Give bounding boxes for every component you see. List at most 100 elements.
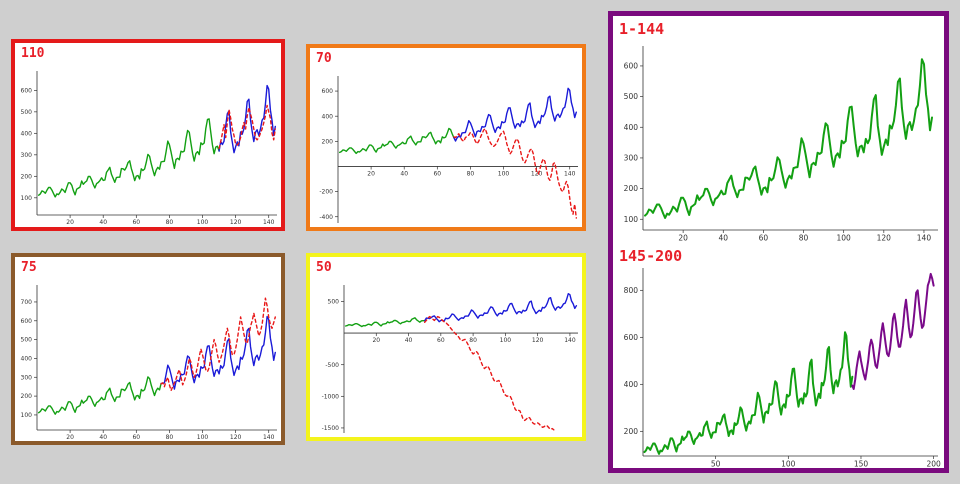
x-tick-label: 120 — [531, 170, 543, 177]
y-tick-label: 500 — [328, 299, 340, 306]
y-tick-label: -500 — [325, 362, 339, 369]
chart-75: 20 40 60 80 100 120 140 100 200 300 400 500 600 700 — [21, 285, 277, 441]
y-tick-label: 200 — [21, 393, 33, 400]
y-tick-label: 400 — [21, 356, 33, 363]
x-tick-label: 20 — [372, 337, 380, 344]
series-prediction — [218, 104, 276, 150]
y-tick-label: 600 — [624, 333, 639, 342]
x-tick-label: 80 — [469, 337, 477, 344]
x-tick-label: 80 — [166, 219, 174, 226]
y-tick-label: 400 — [21, 130, 33, 137]
y-tick-label: 500 — [21, 337, 33, 344]
y-tick-label: 500 — [624, 92, 639, 101]
x-tick-label: 100 — [197, 434, 209, 441]
y-tick-label: 100 — [21, 195, 33, 202]
y-tick-label: -1500 — [322, 425, 340, 432]
y-tick-label: 400 — [624, 380, 639, 389]
y-tick-label: 300 — [624, 154, 639, 163]
series-forecast_extension — [851, 272, 935, 390]
panel-75: 20 40 60 80 100 120 140 100 200 300 400 500 600 700 7… — [11, 253, 285, 445]
y-tick-label: 100 — [624, 215, 639, 224]
x-tick-label: 60 — [132, 434, 140, 441]
x-tick-label: 40 — [405, 337, 413, 344]
y-tick-label: 600 — [21, 87, 33, 94]
y-tick-label: -400 — [319, 214, 333, 221]
y-tick-label: 100 — [21, 412, 33, 419]
x-tick-label: 20 — [678, 234, 688, 243]
x-tick-label: 150 — [854, 460, 869, 469]
series-known — [344, 317, 426, 328]
panel-title: 70 — [316, 51, 332, 66]
panel-title: 110 — [21, 46, 45, 61]
x-tick-label: 140 — [564, 337, 576, 344]
x-tick-label: 100 — [498, 170, 510, 177]
panel-subtitle: 145-200 — [619, 247, 683, 265]
x-tick-label: 100 — [500, 337, 512, 344]
x-tick-label: 120 — [230, 219, 242, 226]
y-tick-label: 200 — [21, 173, 33, 180]
series-known — [643, 331, 854, 455]
panel-70: 20 40 60 80 100 120 140 -400 -200 200 400 600 70 — [306, 44, 586, 231]
x-tick-label: 80 — [166, 434, 174, 441]
x-tick-label: 200 — [926, 460, 941, 469]
x-tick-label: 40 — [718, 234, 728, 243]
y-tick-label: 700 — [21, 299, 33, 306]
series-actual — [160, 315, 276, 390]
x-tick-label: 140 — [263, 219, 275, 226]
panel-big: 20 40 60 80 100 120 140 100 200 300 400 500 600 50 10… — [608, 11, 949, 473]
chart-50: 20 40 60 80 100 120 140 -1500 -1000 -500 500 — [322, 285, 578, 433]
series-known — [644, 58, 933, 219]
panel-title: 50 — [316, 260, 332, 275]
y-tick-label: 300 — [21, 152, 33, 159]
panel-title: 75 — [21, 260, 37, 275]
x-tick-label: 60 — [132, 219, 140, 226]
chart-145-200: 50 100 150 200 200 400 600 800 — [624, 268, 941, 469]
x-tick-label: 50 — [711, 460, 721, 469]
y-tick-label: 200 — [624, 427, 639, 436]
x-tick-label: 20 — [66, 434, 74, 441]
y-tick-label: 600 — [322, 88, 334, 95]
x-tick-label: 80 — [799, 234, 809, 243]
y-tick-label: 400 — [322, 113, 334, 120]
series-prediction — [424, 315, 555, 431]
y-tick-label: -1000 — [322, 393, 340, 400]
x-tick-label: 120 — [877, 234, 892, 243]
y-tick-label: 200 — [624, 184, 639, 193]
x-tick-label: 20 — [367, 170, 375, 177]
series-known — [38, 376, 162, 415]
series-known — [38, 118, 220, 198]
y-tick-label: 200 — [322, 138, 334, 145]
x-tick-label: 40 — [400, 170, 408, 177]
series-prediction — [160, 297, 276, 392]
x-tick-label: 120 — [230, 434, 242, 441]
x-tick-label: 40 — [99, 219, 107, 226]
y-tick-label: 300 — [21, 374, 33, 381]
x-tick-label: 100 — [837, 234, 852, 243]
panel-110: 20 40 60 80 100 120 140 100 200 300 400 500 600 110 — [11, 39, 285, 231]
y-tick-label: -200 — [319, 189, 333, 196]
x-tick-label: 20 — [66, 219, 74, 226]
series-known — [339, 127, 455, 155]
x-tick-label: 80 — [467, 170, 475, 177]
series-actual — [424, 293, 578, 323]
chart-110: 20 40 60 80 100 120 140 100 200 300 400 500 600 — [21, 71, 277, 226]
x-tick-label: 60 — [437, 337, 445, 344]
x-tick-label: 140 — [917, 234, 932, 243]
y-tick-label: 400 — [624, 123, 639, 132]
panel-50: 20 40 60 80 100 120 140 -1500 -1000 -500 500 50 — [306, 253, 586, 441]
y-tick-label: 600 — [21, 318, 33, 325]
x-tick-label: 100 — [197, 219, 209, 226]
y-tick-label: 800 — [624, 286, 639, 295]
x-tick-label: 120 — [532, 337, 544, 344]
series-prediction — [453, 128, 577, 219]
x-tick-label: 140 — [564, 170, 576, 177]
y-tick-label: 500 — [21, 109, 33, 116]
y-tick-label: 600 — [624, 62, 639, 71]
x-tick-label: 60 — [759, 234, 769, 243]
series-actual — [453, 87, 577, 142]
x-tick-label: 60 — [433, 170, 441, 177]
panel-title: 1-144 — [619, 20, 665, 38]
x-tick-label: 140 — [263, 434, 275, 441]
chart-70: 20 40 60 80 100 120 140 -400 -200 200 400 600 — [319, 76, 578, 223]
x-tick-label: 40 — [99, 434, 107, 441]
